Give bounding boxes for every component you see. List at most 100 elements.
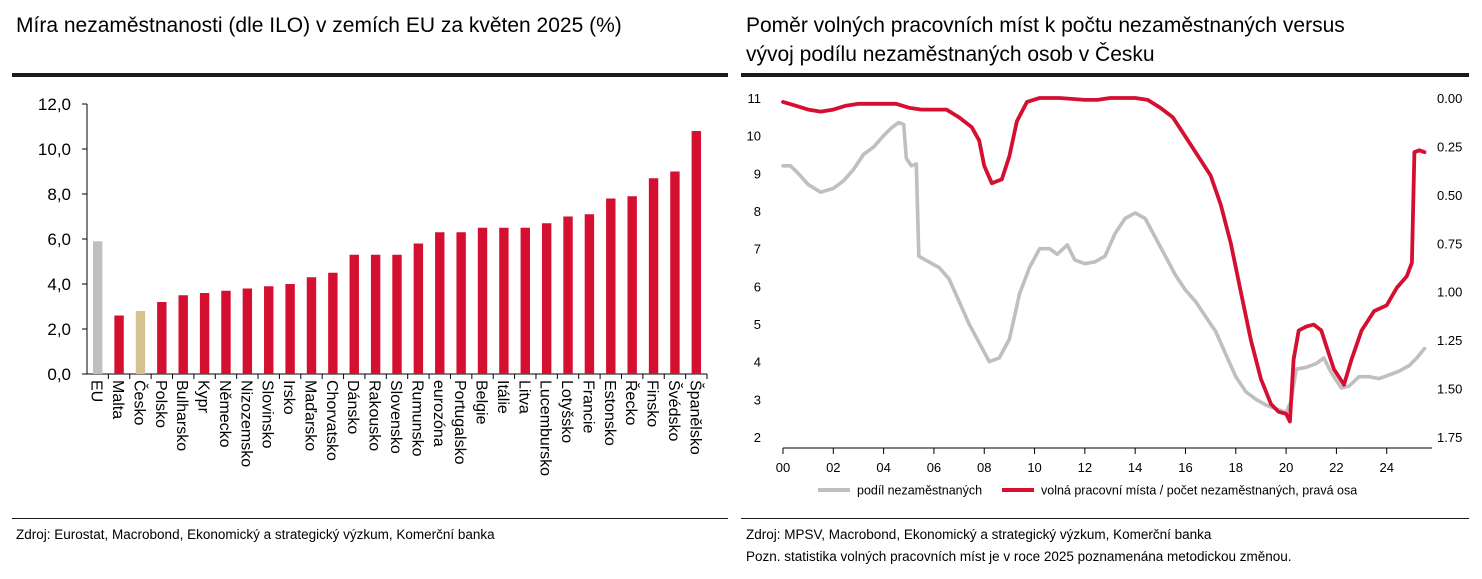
bar-18 [477,227,488,374]
bar-10 [306,277,317,374]
bar-15 [413,243,424,374]
legend-label-0: podíl nezaměstnaných [857,484,982,498]
right-chart-title-line2: vývoj podílu nezaměstnaných osob v Česku [746,43,1155,66]
line-x-tick-label: 16 [1178,460,1192,475]
right-source-rule [741,518,1469,519]
line-right-tick-label: 1.25 [1437,333,1462,348]
bar-5 [199,293,210,374]
bar-category-label: Bulharsko [173,380,190,451]
line-left-tick-label: 4 [754,355,761,370]
unemployment-bar-chart: 0,0 2,0 4,0 6,0 8,0 10,0 12,0 EU Malta Česko Polsk… [38,95,708,476]
line-x-tick-label: 10 [1027,460,1041,475]
line-left-tick-label: 7 [754,242,761,257]
line-x-tick-label: 14 [1128,460,1142,475]
line-series-1 [781,96,1427,424]
line-left-tick-label: 3 [754,392,761,407]
line-right-tick-label: 0.25 [1437,139,1462,154]
bar-category-label: Německo [216,380,233,448]
bar-category-label: Kypr [195,380,212,414]
line-x-tick-label: 24 [1379,460,1393,475]
bar-category-label: Portugalsko [451,380,468,465]
line-x-tick-label: 20 [1279,460,1293,475]
left-title-rule [12,73,728,77]
line-left-tick-label: 2 [754,430,761,445]
bar-category-label: Irsko [280,380,297,415]
bar-11 [328,272,338,374]
bar-3 [157,302,167,374]
bar-13 [370,254,381,374]
line-series-0 [781,120,1427,415]
bar-category-label: EU [88,380,105,402]
bar-y-tick-label: 2,0 [47,320,71,339]
line-x-tick-label: 00 [776,460,790,475]
bar-y-tick-label: 4,0 [47,275,71,294]
line-left-tick-label: 11 [748,91,762,106]
left-source-rule [12,518,728,519]
right-chart-title-line1: Poměr volných pracovních míst k počtu ne… [746,14,1345,37]
bar-0 [92,241,103,374]
bar-category-label: eurozóna [430,380,447,447]
line-right-tick-label: 1.00 [1437,285,1462,300]
line-x-tick-label: 18 [1229,460,1243,475]
bar-16 [435,232,445,374]
vacancy-ratio-line-chart: 2 3 4 5 6 7 8 9 10 11 0.00 0.25 0.50 0.75 1.00 1.25 1.50… [747,91,1463,498]
line-left-tick-label: 9 [754,166,761,181]
bar-category-label: Dánsko [344,380,361,434]
bar-14 [392,254,402,374]
line-right-tick-label: 0.50 [1437,188,1462,203]
left-source: Zdroj: Eurostat, Macrobond, Ekonomický a… [16,527,495,542]
bar-category-label: Lotyšsko [558,380,575,443]
bar-27 [670,171,680,374]
bar-category-label: Francie [579,380,596,433]
line-left-tick-label: 6 [754,279,761,294]
bar-23 [584,214,595,374]
bar-9 [285,284,295,374]
bar-category-label: Maďarsko [301,380,318,451]
bar-category-label: Litva [515,380,532,414]
bar-category-label: Rumunsko [408,380,425,457]
bar-12 [349,254,359,374]
bar-y-tick-label: 0,0 [47,365,71,384]
bar-category-label: Španělsko [686,380,705,455]
bar-y-tick-label: 6,0 [47,230,71,249]
bar-category-label: Nizozemsko [237,380,254,467]
bar-category-label: Chorvatsko [323,380,340,461]
bar-21 [541,223,552,374]
line-x-tick-label: 06 [927,460,941,475]
bar-category-label: Finsko [644,380,661,427]
bar-y-tick-label: 8,0 [47,185,71,204]
line-x-tick-label: 08 [977,460,991,475]
bar-19 [499,227,509,374]
bar-y-tick-label: 10,0 [38,140,71,159]
bar-category-label: Malta [109,380,126,419]
bar-category-label: Itálie [494,380,511,414]
right-note: Pozn. statistika volných pracovních míst… [746,549,1292,564]
bar-category-label: Belgie [473,380,490,425]
right-source: Zdroj: MPSV, Macrobond, Ekonomický a str… [746,527,1212,542]
legend-label-1: volná pracovní místa / počet nezaměstnan… [1041,484,1357,498]
bar-category-label: Polsko [152,380,169,428]
line-x-tick-label: 02 [826,460,840,475]
bar-category-label: Řecko [622,380,641,425]
bar-7 [242,288,253,374]
bar-20 [520,227,530,374]
line-x-tick-label: 04 [876,460,890,475]
line-left-tick-label: 8 [754,204,761,219]
bar-1 [114,315,124,374]
bar-24 [606,198,616,374]
line-right-tick-label: 1.75 [1437,430,1462,445]
bar-28 [691,131,702,374]
bar-26 [648,178,659,374]
bar-category-label: Slovensko [387,380,404,454]
bar-17 [456,232,466,374]
bar-y-tick-label: 12,0 [38,95,71,114]
bar-category-label: Česko [130,380,149,425]
line-right-tick-label: 1.50 [1437,382,1462,397]
bar-category-label: Lucembursko [537,380,554,476]
line-left-tick-label: 10 [747,129,761,144]
bar-4 [178,295,188,374]
line-left-tick-label: 5 [754,317,761,332]
bar-22 [563,216,573,374]
bar-25 [627,196,637,374]
